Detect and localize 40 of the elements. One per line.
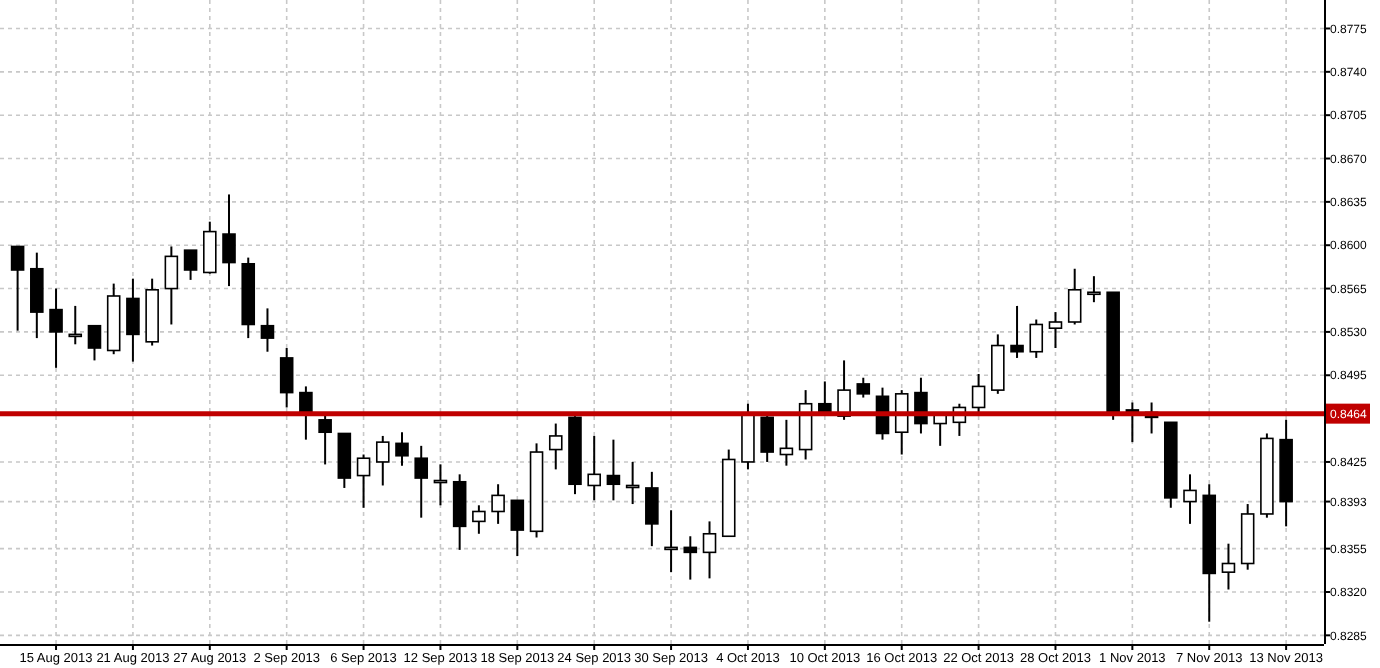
candlestick [1087, 275, 1101, 304]
candlestick [203, 220, 217, 275]
candlestick [395, 431, 409, 467]
candlestick [126, 277, 140, 363]
candlestick [1048, 311, 1063, 350]
candlestick [664, 509, 678, 574]
candlestick [548, 422, 563, 471]
candlestick [491, 483, 505, 525]
candlestick [1029, 318, 1044, 359]
candlestick [587, 434, 601, 502]
candlestick [356, 453, 371, 509]
candlestick [1010, 304, 1024, 359]
candlestick [10, 245, 25, 332]
candlestick [414, 444, 429, 519]
candlestick [971, 373, 986, 414]
candlestick [260, 307, 275, 353]
candlestick [510, 499, 525, 558]
candlestick [1183, 473, 1197, 525]
candlestick [183, 249, 198, 281]
candlestick [68, 304, 83, 346]
candlestick [279, 347, 294, 409]
candlestick [222, 193, 236, 288]
candlestick [164, 245, 179, 326]
candlestick [318, 412, 332, 466]
candlestick [375, 434, 390, 487]
candlestick [1221, 542, 1236, 591]
candlestick [1067, 267, 1082, 326]
candlestick [606, 438, 621, 502]
candlestick [337, 432, 352, 489]
candlestick [645, 470, 659, 548]
candlestick [683, 535, 698, 581]
candlestick [452, 473, 467, 551]
candlestick [87, 324, 102, 362]
candlestick [991, 333, 1005, 395]
candlestick [702, 520, 717, 580]
candlestick [30, 251, 44, 340]
candlestick [856, 376, 871, 399]
candlestick [49, 287, 63, 369]
candlestick [760, 412, 774, 463]
candlestick [472, 504, 486, 535]
